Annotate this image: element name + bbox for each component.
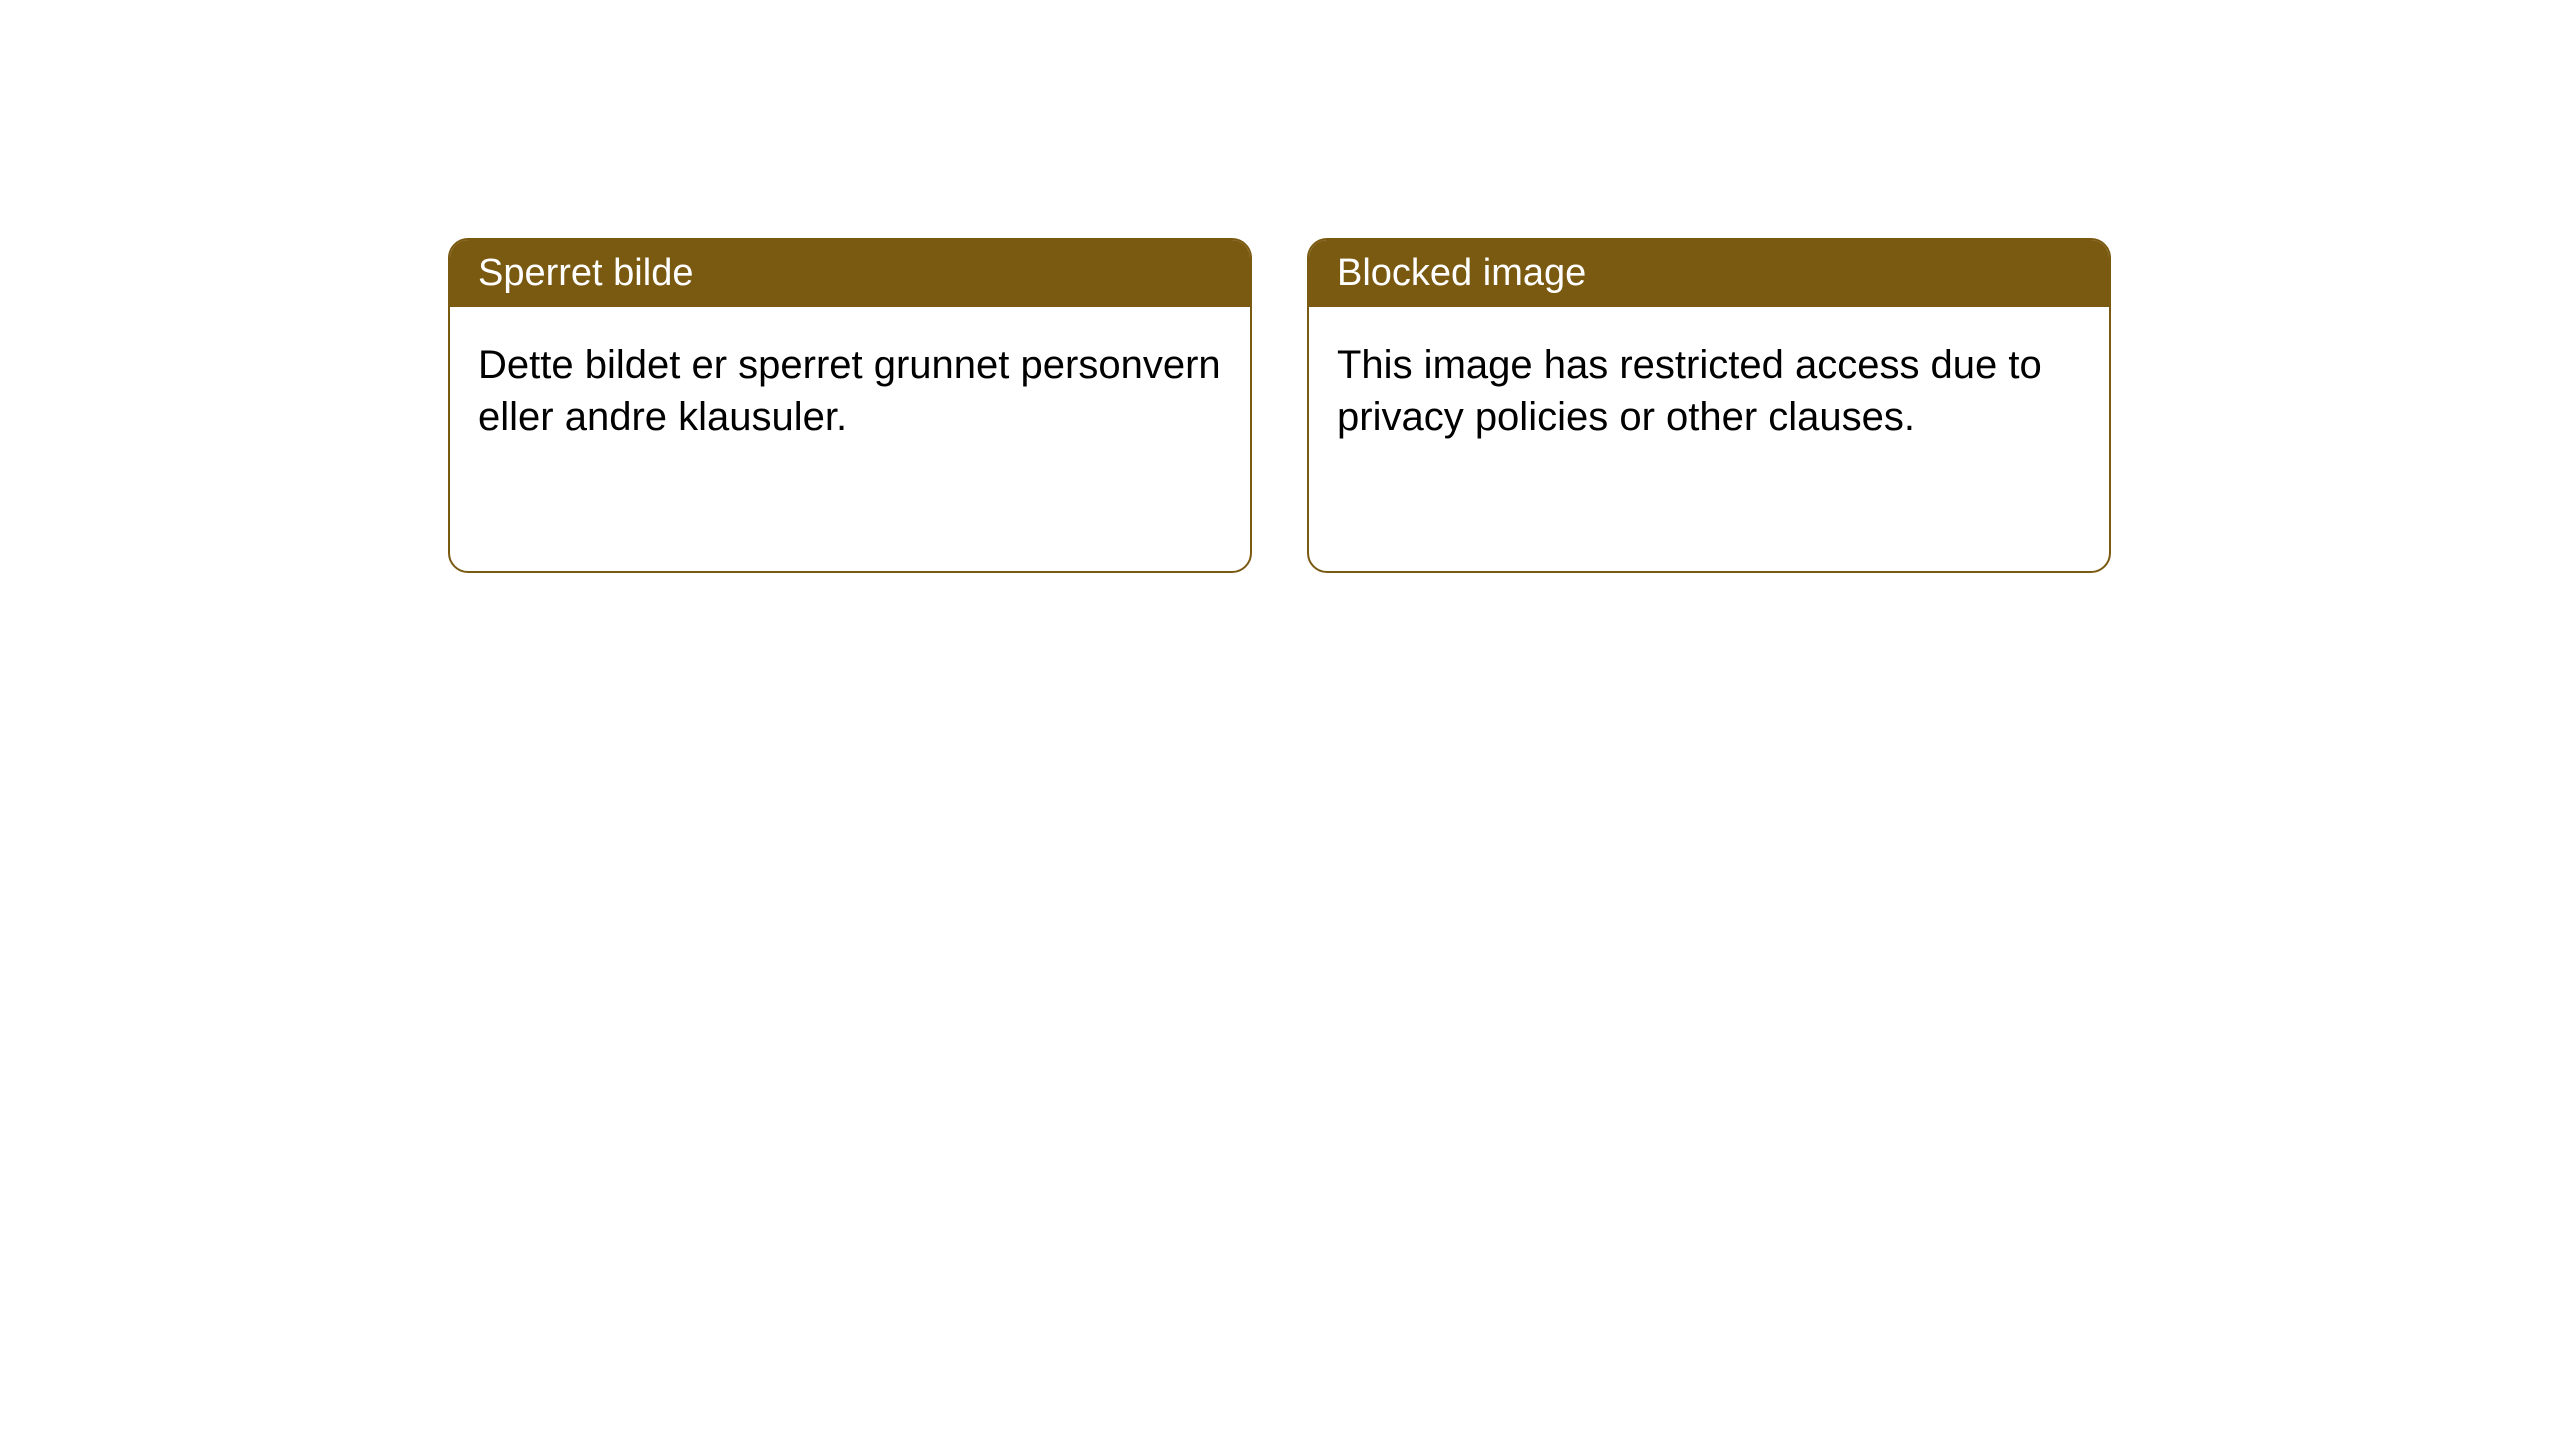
card-message: This image has restricted access due to … bbox=[1337, 343, 2042, 439]
card-title: Blocked image bbox=[1337, 252, 1586, 294]
notice-card-english: Blocked image This image has restricted … bbox=[1307, 238, 2111, 573]
card-message: Dette bildet er sperret grunnet personve… bbox=[478, 343, 1221, 439]
card-body: Dette bildet er sperret grunnet personve… bbox=[450, 307, 1250, 475]
notice-cards-container: Sperret bilde Dette bildet er sperret gr… bbox=[0, 0, 2560, 573]
card-header: Blocked image bbox=[1309, 240, 2109, 307]
card-title: Sperret bilde bbox=[478, 252, 693, 294]
card-body: This image has restricted access due to … bbox=[1309, 307, 2109, 475]
card-header: Sperret bilde bbox=[450, 240, 1250, 307]
notice-card-norwegian: Sperret bilde Dette bildet er sperret gr… bbox=[448, 238, 1252, 573]
